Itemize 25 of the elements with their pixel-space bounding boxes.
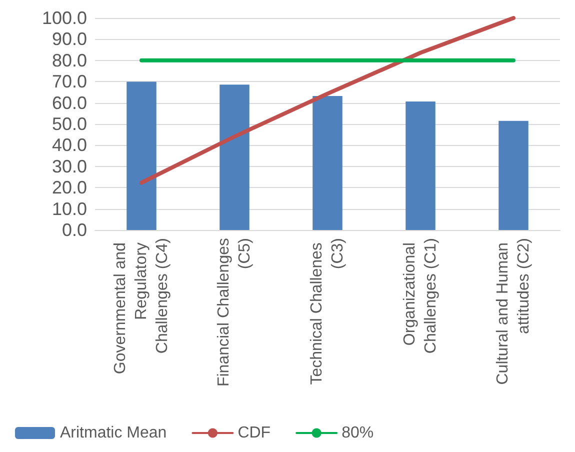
- x-tick-label: Financial Challenges (C5): [216, 238, 254, 387]
- y-tick-label: 40.0: [52, 135, 87, 156]
- y-tick-label: 20.0: [52, 178, 87, 198]
- y-tick-label: 70.0: [52, 72, 87, 92]
- legend-label: CDF: [238, 424, 271, 442]
- line-series: [140, 16, 516, 185]
- x-tick-label: Cultural and Human attitudes (C2): [494, 238, 532, 385]
- bar: [498, 120, 528, 230]
- x-tick-label: Technical Challenes (C3): [308, 238, 346, 385]
- bar: [312, 96, 342, 230]
- y-tick-label: 100.0: [42, 8, 87, 28]
- y-tick-label: 50.0: [52, 114, 87, 134]
- bar: [126, 82, 156, 230]
- x-tick-label: Organizational Challenges (C1): [402, 238, 440, 354]
- legend-label: Aritmatic Mean: [60, 424, 167, 442]
- bar: [406, 102, 436, 230]
- y-tick-label: 90.0: [52, 29, 87, 50]
- legend-label: 80%: [342, 424, 374, 442]
- y-tick-label: 0.0: [62, 220, 87, 240]
- bar: [220, 84, 250, 230]
- y-tick-label: 80.0: [52, 50, 87, 70]
- y-tick-label: 30.0: [52, 156, 87, 176]
- y-tick-label: 60.0: [52, 92, 87, 113]
- y-tick-label: 10.0: [52, 198, 87, 219]
- x-tick-label: Governmental and Regulatory Challenges (C4): [112, 238, 171, 374]
